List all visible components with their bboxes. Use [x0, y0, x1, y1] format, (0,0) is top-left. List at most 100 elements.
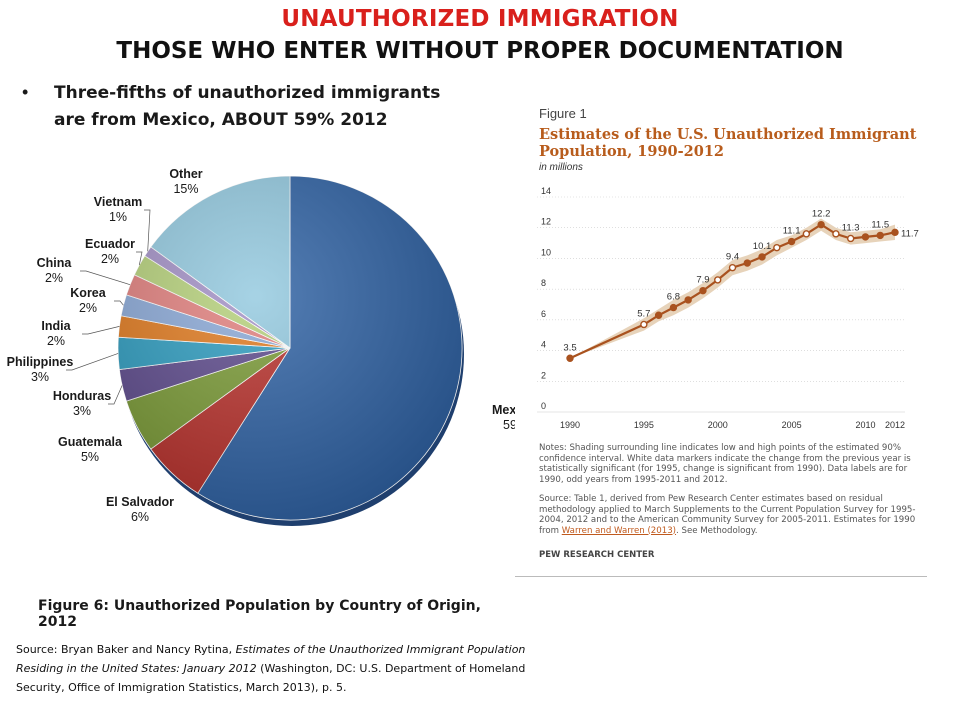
data-label-1990: 3.5 [563, 342, 576, 353]
leader-line-honduras [108, 385, 123, 405]
data-point-2003 [758, 253, 766, 261]
data-point-2010 [861, 233, 870, 241]
pew-figure-panel: Figure 1 Estimates of the U.S. Unauthori… [515, 98, 927, 577]
pew-figure-label: Figure 1 [539, 106, 587, 121]
leader-line-ecuador [136, 251, 143, 266]
data-label-2001: 9.4 [726, 252, 739, 263]
confidence-band-area [570, 218, 895, 359]
x-tick-label-2000: 2000 [708, 420, 728, 430]
y-tick-label-4: 4 [541, 340, 546, 350]
figure-caption: Figure 6: Unauthorized Population by Cou… [38, 598, 481, 630]
pew-figure-title: Estimates of the U.S. Unauthorized Immig… [539, 126, 917, 160]
data-point-2001 [728, 263, 737, 272]
data-point-2005 [787, 237, 796, 246]
y-tick-label-10: 10 [541, 247, 551, 257]
pew-notes: Notes: Shading surrounding line indicate… [539, 443, 911, 485]
y-tick-label-8: 8 [541, 278, 546, 288]
pie-label-mexico: Mexico [492, 403, 520, 417]
leader-line-vietnam [144, 209, 151, 252]
data-label-1997: 6.8 [667, 292, 680, 303]
figure-source: Source: Bryan Baker and Nancy Rytina, Es… [16, 640, 556, 697]
pie-label-philippines: Philippines [7, 355, 74, 369]
pie-value-ecuador: 2% [101, 252, 119, 266]
data-point-2004 [773, 243, 781, 252]
data-point-1995 [640, 320, 648, 329]
axis-ticks: 0 2 4 6 8 10 12 14 1990 1995 2000 2005 2010 2012 [541, 186, 905, 430]
data-label-2009: 11.3 [842, 222, 860, 233]
data-points [566, 220, 899, 362]
pie-label-india: India [41, 319, 71, 333]
x-tick-label-2010: 2010 [855, 420, 875, 430]
data-point-1996 [654, 311, 663, 319]
pew-brand: PEW RESEARCH CENTER [539, 550, 655, 560]
data-label-1999: 7.9 [696, 275, 709, 286]
pew-source-link[interactable]: Warren and Warren (2013) [561, 525, 677, 536]
pie-value-philippines: 3% [31, 370, 49, 384]
data-point-2000 [714, 276, 722, 284]
pie-slices [117, 175, 464, 526]
pew-source: Source: Table 1, derived from Pew Resear… [539, 494, 924, 536]
pie-value-honduras: 3% [73, 404, 91, 418]
data-point-2011 [876, 231, 884, 240]
pew-source-suffix: . See Methodology. [676, 525, 758, 536]
pie-label-el-salvador: El Salvador [106, 495, 174, 509]
pew-units: in millions [539, 162, 583, 173]
leader-line-china [80, 270, 131, 286]
pie-label-guatemala: Guatemala [58, 435, 123, 449]
bullet-icon: • [22, 82, 29, 102]
x-tick-label-1990: 1990 [560, 420, 580, 430]
pie-value-guatemala: 5% [81, 450, 99, 464]
pie-label-vietnam: Vietnam [94, 195, 142, 209]
pie-label-china: China [37, 256, 73, 270]
bullet-text: Three-fifths of unauthorized immigrants … [54, 83, 441, 130]
unauthorized-population-line-chart: 3.55.76.87.99.410.111.112.211.3 11.511.7 … [537, 186, 919, 430]
pie-value-india: 2% [47, 334, 65, 348]
y-tick-label-14: 14 [541, 186, 551, 196]
line-chart-grid [537, 196, 905, 413]
x-tick-label-2005: 2005 [782, 420, 802, 430]
confidence-band [570, 218, 895, 359]
pie-value-vietnam: 1% [109, 210, 127, 224]
y-tick-label-2: 2 [541, 370, 546, 380]
pie-value-el-salvador: 6% [131, 510, 149, 524]
data-label-2003: 10.1 [753, 241, 772, 252]
pie-label-honduras: Honduras [53, 389, 111, 403]
pie-label-ecuador: Ecuador [85, 237, 135, 251]
data-labels: 3.5 5.7 6.8 7.9 9.4 10.1 11.1 12.2 11.3 11.5 11.7 [563, 209, 918, 354]
pie-leader-lines [66, 209, 151, 405]
data-point-1997 [669, 303, 678, 312]
pew-source-prefix: Source: Table 1, derived from Pew Resear… [539, 494, 916, 536]
slide-subtitle: THOSE WHO ENTER WITHOUT PROPER DOCUMENTA… [116, 38, 844, 64]
source-title: Estimates of the Unauthorized Immigrant … [16, 643, 526, 675]
data-label-2012: 11.7 [901, 228, 919, 239]
x-tick-label-2012: 2012 [885, 420, 905, 430]
y-tick-label-6: 6 [541, 309, 546, 319]
leader-line-philippines [66, 353, 119, 371]
data-point-2012 [891, 228, 899, 237]
data-point-1990 [566, 354, 574, 362]
y-tick-label-0: 0 [541, 401, 546, 411]
source-suffix: (Washington, DC: U.S. Department of Home… [16, 662, 526, 694]
y-tick-label-12: 12 [541, 217, 551, 227]
leader-line-korea [114, 300, 124, 306]
data-label-2005: 11.1 [783, 226, 801, 237]
leader-line-india [82, 326, 120, 335]
data-point-2008 [832, 230, 840, 238]
data-label-2007: 12.2 [812, 209, 831, 220]
pie-value-china: 2% [45, 271, 63, 285]
data-point-1999 [699, 286, 707, 295]
source-prefix: Source: Bryan Baker and Nancy Rytina, [16, 643, 236, 656]
pie-value-korea: 2% [79, 301, 97, 315]
country-of-origin-pie-chart: Mexico59%El Salvador6%Guatemala5%Hondura… [7, 167, 520, 526]
data-point-1998 [684, 296, 692, 304]
pie-labels: Mexico59%El Salvador6%Guatemala5%Hondura… [7, 167, 520, 524]
data-point-2006 [802, 230, 811, 238]
data-label-2011: 11.5 [871, 219, 889, 230]
pie-label-korea: Korea [70, 286, 106, 300]
pie-value-other: 15% [173, 182, 198, 196]
data-point-2009 [846, 234, 855, 243]
data-point-2002 [743, 259, 751, 267]
slide-title: UNAUTHORIZED IMMIGRATION [281, 6, 679, 32]
data-label-1995: 5.7 [637, 308, 650, 319]
x-tick-label-1995: 1995 [634, 420, 654, 430]
